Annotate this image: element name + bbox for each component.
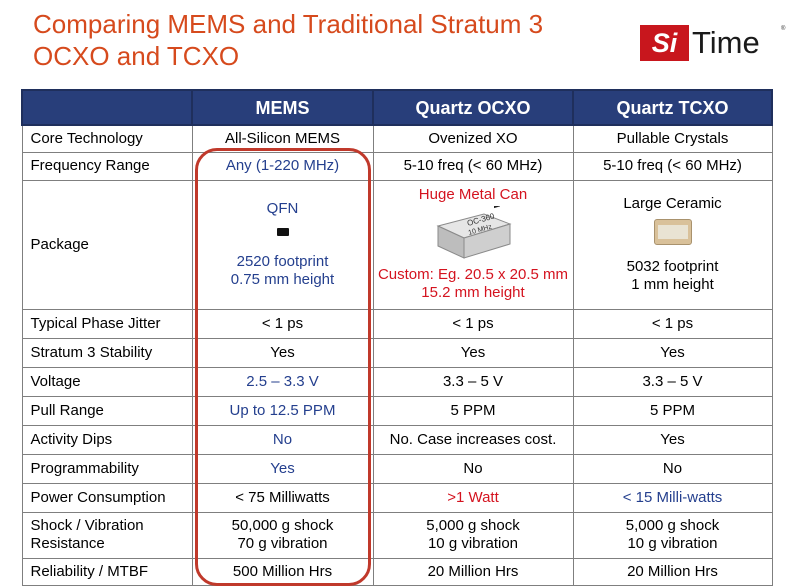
ocxo-height-line: 15.2 mm height: [421, 283, 525, 301]
cell-tcxo: Yes: [572, 424, 773, 455]
cell-line: 10 g vibration: [427, 535, 519, 552]
cell-ocxo: < 1 ps: [372, 308, 574, 339]
header-ocxo: Quartz OCXO: [372, 89, 574, 126]
row-label: Activity Dips: [21, 424, 193, 455]
cell-tcxo: < 15 Milli-watts: [572, 482, 773, 513]
ocxo-size: Custom: Eg. 20.5 x 20.5 mm 15.2 mm heigh…: [374, 266, 573, 302]
metal-can-image: OC-360 10 MHz: [436, 205, 512, 259]
cell-tcxo-package: Large Ceramic 5032 footprint 1 mm height: [572, 179, 773, 310]
title-line-1: Comparing MEMS and Traditional Stratum 3: [33, 9, 544, 39]
tcxo-height-line: 1 mm height: [631, 276, 714, 293]
row-label: Stratum 3 Stability: [21, 337, 193, 368]
cell-ocxo: 5-10 freq (< 60 MHz): [372, 151, 574, 181]
cell-line: 10 g vibration: [627, 535, 718, 552]
header-empty: [21, 89, 193, 126]
row-label: Core Technology: [21, 124, 193, 153]
table-row: Reliability / MTBF 500 Million Hrs 20 Mi…: [21, 557, 773, 586]
cell-ocxo: >1 Watt: [372, 482, 574, 513]
row-label-line: Resistance: [30, 535, 105, 552]
table-row: Voltage 2.5 – 3.3 V 3.3 – 5 V 3.3 – 5 V: [21, 366, 773, 397]
mems-height-line: 0.75 mm height: [230, 271, 335, 288]
cell-line: 50,000 g shock: [231, 517, 334, 534]
cell-tcxo: Yes: [572, 337, 773, 368]
table-row: Stratum 3 Stability Yes Yes Yes: [21, 337, 773, 368]
logo-si-mark: Si: [640, 25, 689, 61]
table-row-package: Package QFN 2520 footprint 0.75 mm heigh…: [21, 179, 773, 310]
cell-ocxo: 5,000 g shock 10 g vibration: [372, 511, 574, 559]
cell-mems: Up to 12.5 PPM: [191, 395, 374, 426]
sitime-logo: Si Time ®: [640, 25, 788, 61]
cell-tcxo: Pullable Crystals: [572, 124, 773, 153]
table-row: Pull Range Up to 12.5 PPM 5 PPM 5 PPM: [21, 395, 773, 426]
cell-mems: All-Silicon MEMS: [191, 124, 374, 153]
cell-line: 5,000 g shock: [625, 517, 720, 534]
row-label-line: Shock / Vibration: [30, 517, 144, 534]
row-label: Frequency Range: [21, 151, 193, 181]
logo-time-text: Time: [692, 25, 760, 60]
cell-ocxo: No: [372, 453, 574, 484]
mems-footprint-line: 2520 footprint: [236, 253, 329, 270]
mems-package-type: QFN: [266, 200, 299, 217]
cell-mems: Any (1-220 MHz): [191, 151, 374, 181]
table-row: Frequency Range Any (1-220 MHz) 5-10 fre…: [21, 151, 773, 181]
table-row: Core Technology All-Silicon MEMS Ovenize…: [21, 124, 773, 153]
cell-mems: No: [191, 424, 374, 455]
cell-mems: < 75 Milliwatts: [191, 482, 374, 513]
row-label: Package: [21, 179, 193, 310]
tcxo-footprint: 5032 footprint 1 mm height: [574, 258, 772, 294]
cell-mems: Yes: [191, 453, 374, 484]
row-label: Reliability / MTBF: [21, 557, 193, 586]
table-row: Typical Phase Jitter < 1 ps < 1 ps < 1 p…: [21, 308, 773, 339]
comparison-table: MEMS Quartz OCXO Quartz TCXO Core Techno…: [21, 89, 773, 586]
header-mems: MEMS: [191, 89, 374, 126]
cell-ocxo: Yes: [372, 337, 574, 368]
row-label: Power Consumption: [21, 482, 193, 513]
cell-ocxo: Ovenized XO: [372, 124, 574, 153]
cell-ocxo-package: Huge Metal Can OC-360 10 MHz Custom: Eg.…: [372, 179, 574, 310]
cell-ocxo: 3.3 – 5 V: [372, 366, 574, 397]
row-label: Pull Range: [21, 395, 193, 426]
cell-tcxo: < 1 ps: [572, 308, 773, 339]
row-label: Programmability: [21, 453, 193, 484]
cell-tcxo: 3.3 – 5 V: [572, 366, 773, 397]
header-tcxo: Quartz TCXO: [572, 89, 773, 126]
qfn-chip-image: [276, 228, 289, 236]
ocxo-package-type: Huge Metal Can: [418, 185, 528, 203]
table-row: Programmability Yes No No: [21, 453, 773, 484]
cell-tcxo: 20 Million Hrs: [572, 557, 773, 586]
table-row: Shock / Vibration Resistance 50,000 g sh…: [21, 511, 773, 559]
cell-tcxo: No: [572, 453, 773, 484]
cell-mems: Yes: [191, 337, 374, 368]
cell-mems: 2.5 – 3.3 V: [191, 366, 374, 397]
cell-line: 5,000 g shock: [426, 517, 520, 534]
cell-tcxo: 5-10 freq (< 60 MHz): [572, 151, 773, 181]
title-line-2: OCXO and TCXO: [33, 41, 240, 71]
header-row: MEMS Quartz OCXO Quartz TCXO: [21, 89, 773, 126]
cell-line: 70 g vibration: [237, 535, 328, 552]
cell-ocxo: 5 PPM: [372, 395, 574, 426]
ocxo-footprint-line: Custom: Eg. 20.5 x 20.5 mm: [377, 265, 569, 283]
logo-registered-mark: ®: [781, 26, 786, 32]
row-label: Voltage: [21, 366, 193, 397]
cell-mems: 50,000 g shock 70 g vibration: [191, 511, 374, 559]
cell-mems: 500 Million Hrs: [191, 557, 374, 586]
table-row: Power Consumption < 75 Milliwatts >1 Wat…: [21, 482, 773, 513]
cell-mems-package: QFN 2520 footprint 0.75 mm height: [191, 179, 374, 310]
row-label: Typical Phase Jitter: [21, 308, 193, 339]
cell-mems: < 1 ps: [191, 308, 374, 339]
cell-tcxo: 5 PPM: [572, 395, 773, 426]
table-row: Activity Dips No No. Case increases cost…: [21, 424, 773, 455]
cell-tcxo: 5,000 g shock 10 g vibration: [572, 511, 773, 559]
cell-ocxo: No. Case increases cost.: [372, 424, 574, 455]
mems-footprint: 2520 footprint 0.75 mm height: [193, 253, 373, 289]
slide-title: Comparing MEMS and Traditional Stratum 3…: [33, 8, 593, 72]
tcxo-package-type: Large Ceramic: [623, 195, 722, 212]
cell-ocxo: 20 Million Hrs: [372, 557, 574, 586]
ceramic-package-image: [653, 219, 692, 245]
row-label: Shock / Vibration Resistance: [21, 511, 193, 559]
tcxo-footprint-line: 5032 footprint: [626, 258, 719, 275]
